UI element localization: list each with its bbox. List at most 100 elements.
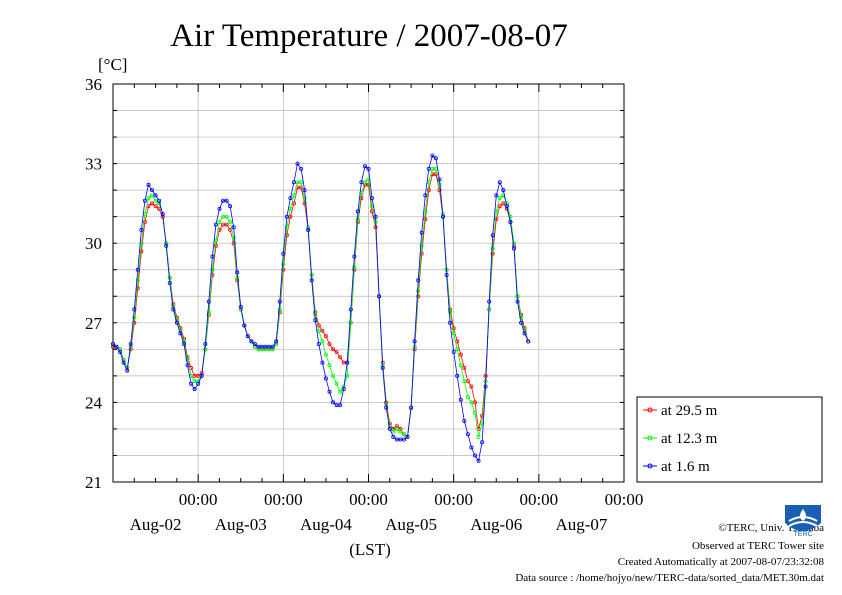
x-axis-label: (LST) xyxy=(349,540,391,559)
data-point xyxy=(490,233,495,238)
data-point xyxy=(334,349,339,354)
data-point xyxy=(224,222,229,227)
data-point xyxy=(118,349,123,354)
data-point xyxy=(419,243,424,248)
data-point xyxy=(164,243,169,248)
data-point xyxy=(519,315,524,320)
data-point xyxy=(228,204,233,209)
data-point xyxy=(458,397,463,402)
data-point xyxy=(458,352,463,357)
data-point xyxy=(231,235,236,240)
data-point xyxy=(203,347,208,352)
data-point xyxy=(352,265,357,270)
series-layer xyxy=(111,153,531,463)
x-day-label: Aug-05 xyxy=(385,515,437,534)
terc-logo: TERC xyxy=(785,505,821,538)
data-point xyxy=(132,315,137,320)
data-point xyxy=(142,198,147,203)
data-point xyxy=(338,403,343,408)
x-day-label: Aug-02 xyxy=(130,515,182,534)
x-axis-ticks: 00:00 00:00 00:00 00:00 00:00 00:00 Aug-02 Aug-… xyxy=(130,84,643,534)
data-point xyxy=(472,453,477,458)
data-point xyxy=(210,267,215,272)
data-point xyxy=(302,188,307,193)
data-point xyxy=(490,246,495,251)
data-point xyxy=(189,381,194,386)
data-point xyxy=(437,188,442,193)
data-point xyxy=(309,278,314,283)
chart-title: Air Temperature / 2007-08-07 xyxy=(170,18,568,54)
data-point xyxy=(508,219,513,224)
data-point xyxy=(380,365,385,370)
grid-lines xyxy=(113,84,624,482)
data-point xyxy=(373,214,378,219)
data-point xyxy=(171,307,176,312)
data-point xyxy=(252,341,257,346)
data-point xyxy=(206,310,211,315)
data-point xyxy=(217,219,222,224)
data-point xyxy=(121,360,126,365)
data-point xyxy=(220,222,225,227)
data-point xyxy=(512,246,517,251)
data-point xyxy=(167,280,172,285)
data-point xyxy=(320,360,325,365)
data-point xyxy=(469,384,474,389)
data-point xyxy=(341,387,346,392)
data-point xyxy=(462,365,467,370)
y-axis-unit-label: [°C] xyxy=(98,55,127,74)
data-point xyxy=(359,180,364,185)
data-point xyxy=(242,323,247,328)
data-point xyxy=(512,241,517,246)
data-point xyxy=(526,339,531,344)
data-point xyxy=(426,166,431,171)
data-point xyxy=(281,251,286,256)
legend: at 29.5 m at 12.3 m at 1.6 m xyxy=(636,396,823,483)
data-point xyxy=(455,347,460,352)
data-point xyxy=(284,225,289,230)
data-point xyxy=(469,400,474,405)
data-point xyxy=(416,278,421,283)
data-point xyxy=(231,225,236,230)
legend-label: at 1.6 m xyxy=(661,459,710,475)
data-point xyxy=(199,373,204,378)
data-point xyxy=(291,193,296,198)
data-point xyxy=(228,219,233,224)
data-point xyxy=(277,299,282,304)
data-point xyxy=(277,307,282,312)
data-point xyxy=(352,254,357,259)
data-point xyxy=(369,196,374,201)
data-point xyxy=(362,164,367,169)
data-point xyxy=(401,432,406,437)
data-point xyxy=(451,326,456,331)
data-point xyxy=(398,429,403,434)
data-point xyxy=(476,458,481,463)
data-point xyxy=(426,188,431,193)
data-point xyxy=(480,440,485,445)
data-point xyxy=(249,339,254,344)
data-point xyxy=(433,156,438,161)
data-point xyxy=(515,299,520,304)
data-point xyxy=(295,161,300,166)
data-point xyxy=(412,339,417,344)
data-point xyxy=(245,334,250,339)
data-point xyxy=(462,379,467,384)
x-day-label: Aug-04 xyxy=(300,515,352,534)
data-point xyxy=(394,426,399,431)
series-line xyxy=(112,154,529,462)
data-point xyxy=(146,196,151,201)
data-point xyxy=(476,426,481,431)
data-point xyxy=(320,339,325,344)
data-point xyxy=(391,429,396,434)
series-line xyxy=(113,173,529,438)
data-point xyxy=(284,214,289,219)
data-point xyxy=(451,331,456,336)
data-point xyxy=(196,381,201,386)
data-point xyxy=(483,384,488,389)
x-tick-time-label: 00:00 xyxy=(519,490,558,509)
data-point xyxy=(224,214,229,219)
data-point xyxy=(213,222,218,227)
x-day-label: Aug-07 xyxy=(555,515,607,534)
data-point xyxy=(327,363,332,368)
data-point xyxy=(504,204,509,209)
